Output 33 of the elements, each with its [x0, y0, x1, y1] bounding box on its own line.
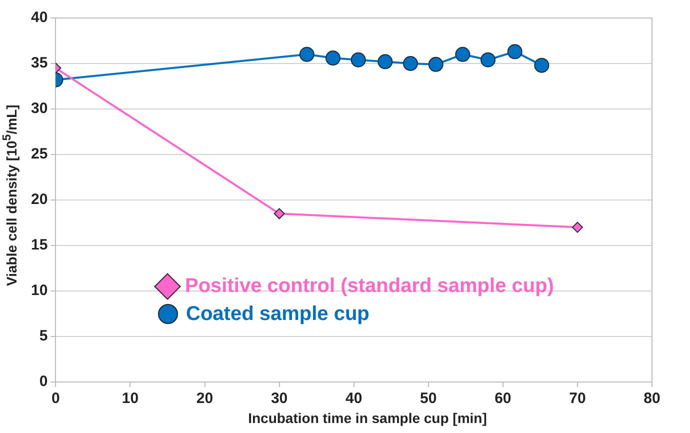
point	[428, 56, 444, 72]
y-tick-label: 0	[39, 373, 48, 390]
y-tick-label: 10	[30, 282, 48, 300]
x-tick-label: 80	[644, 390, 660, 408]
y-tick-label: 15	[30, 236, 48, 254]
point	[299, 46, 314, 62]
x-axis-title: Incubation time in sample cup [min]	[247, 410, 488, 426]
point	[534, 58, 550, 73]
y-tick-label: 35	[30, 54, 48, 72]
x-tick-label: 20	[196, 390, 214, 408]
legend-label: Coated sample cup	[186, 302, 370, 326]
y-tick-label: 40	[30, 9, 48, 26]
y-tick-label: 25	[30, 146, 48, 163]
y-tick-label: 20	[30, 191, 48, 208]
point	[402, 56, 418, 71]
point	[274, 208, 285, 220]
x-tick-label: 60	[494, 390, 512, 408]
y-tick-label: 30	[30, 100, 48, 118]
y-tick-label: 5	[39, 328, 48, 345]
x-tick-label: 0	[52, 390, 60, 408]
point	[480, 52, 496, 68]
legend-label: Positive control (standard sample cup)	[185, 274, 554, 298]
point	[572, 222, 583, 233]
point	[378, 54, 393, 70]
point	[507, 44, 522, 60]
point	[455, 46, 470, 62]
point	[325, 50, 340, 66]
x-tick-label: 70	[569, 390, 586, 408]
x-tick-label: 10	[122, 390, 139, 408]
point	[350, 52, 366, 68]
x-tick-label: 30	[270, 390, 288, 408]
x-tick-label: 40	[346, 390, 362, 408]
x-tick-label: 50	[420, 390, 437, 408]
